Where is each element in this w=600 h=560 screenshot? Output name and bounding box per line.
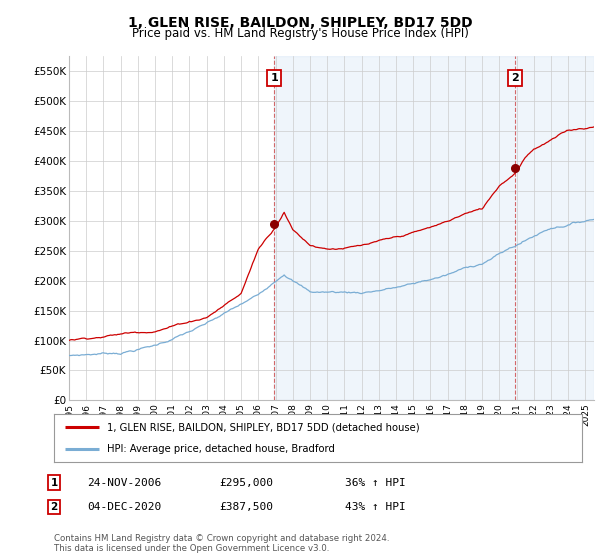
Text: 1: 1 — [50, 478, 58, 488]
Text: Contains HM Land Registry data © Crown copyright and database right 2024.
This d: Contains HM Land Registry data © Crown c… — [54, 534, 389, 553]
Text: 1, GLEN RISE, BAILDON, SHIPLEY, BD17 5DD: 1, GLEN RISE, BAILDON, SHIPLEY, BD17 5DD — [128, 16, 472, 30]
Text: 2: 2 — [511, 73, 519, 83]
Text: 24-NOV-2006: 24-NOV-2006 — [87, 478, 161, 488]
Text: 04-DEC-2020: 04-DEC-2020 — [87, 502, 161, 512]
Text: 1, GLEN RISE, BAILDON, SHIPLEY, BD17 5DD (detached house): 1, GLEN RISE, BAILDON, SHIPLEY, BD17 5DD… — [107, 422, 419, 432]
Text: HPI: Average price, detached house, Bradford: HPI: Average price, detached house, Brad… — [107, 444, 335, 454]
Text: £295,000: £295,000 — [219, 478, 273, 488]
Text: 36% ↑ HPI: 36% ↑ HPI — [345, 478, 406, 488]
Bar — [274, 56, 594, 400]
Text: 1: 1 — [271, 73, 278, 83]
Text: £387,500: £387,500 — [219, 502, 273, 512]
Text: Price paid vs. HM Land Registry's House Price Index (HPI): Price paid vs. HM Land Registry's House … — [131, 27, 469, 40]
Text: 43% ↑ HPI: 43% ↑ HPI — [345, 502, 406, 512]
Text: 2: 2 — [50, 502, 58, 512]
